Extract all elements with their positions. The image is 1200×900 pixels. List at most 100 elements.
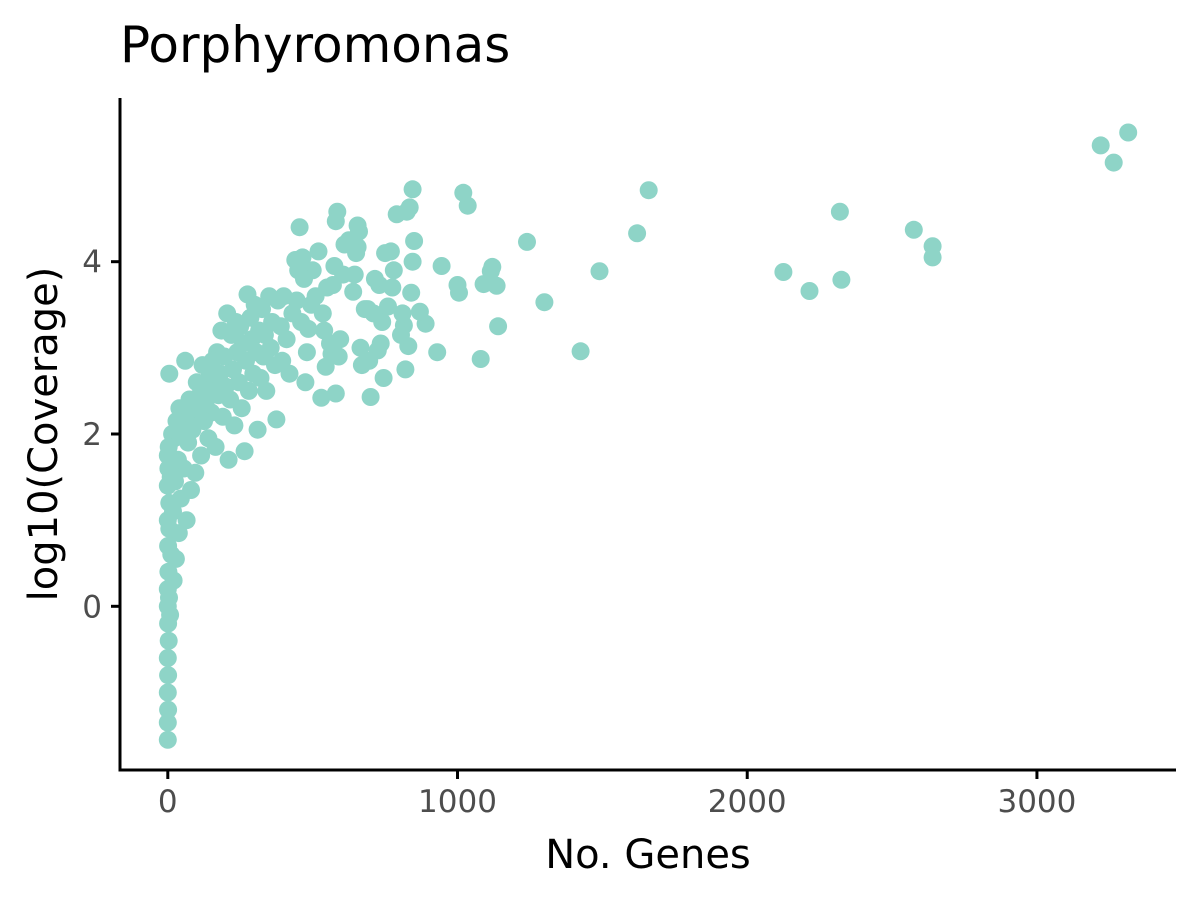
data-point [489, 317, 508, 336]
data-point [325, 257, 344, 275]
data-point [448, 276, 467, 294]
data-point [158, 683, 177, 702]
data-point [335, 235, 354, 254]
data-point [402, 283, 421, 302]
data-point [432, 257, 451, 275]
data-point [326, 212, 345, 231]
data-point [248, 420, 267, 439]
data-point [535, 293, 554, 312]
y-tick-label: 0 [82, 589, 102, 625]
data-point [403, 180, 422, 199]
data-point [454, 183, 473, 202]
data-point [316, 357, 335, 376]
data-point [219, 450, 238, 469]
data-point [159, 631, 178, 650]
data-point [290, 218, 309, 237]
data-point [376, 244, 395, 263]
x-tick-label: 2000 [708, 784, 787, 820]
data-point [218, 304, 237, 323]
data-point [192, 446, 211, 465]
data-point [410, 302, 429, 321]
data-point [286, 251, 305, 269]
data-point [297, 343, 316, 362]
data-point [474, 275, 493, 294]
data-point [904, 220, 923, 239]
y-tick-label: 4 [82, 245, 102, 281]
data-point [384, 261, 403, 280]
data-point [158, 649, 177, 667]
data-point [471, 350, 490, 368]
data-point [365, 269, 384, 288]
data-point [159, 459, 178, 478]
data-point [315, 321, 334, 340]
data-point [283, 304, 302, 323]
chart-title: Porphyromonas [120, 16, 510, 74]
data-point [159, 700, 178, 719]
data-point [312, 388, 331, 407]
data-point [396, 360, 415, 379]
data-point [159, 537, 178, 555]
data-point [393, 304, 412, 323]
x-tick-label: 0 [158, 784, 178, 820]
data-point [352, 356, 371, 375]
data-point [361, 388, 380, 406]
data-point [405, 232, 424, 250]
x-axis-title: No. Genes [545, 832, 751, 878]
data-point [158, 511, 177, 530]
data-point [160, 493, 179, 512]
data-point [176, 351, 195, 370]
data-point [590, 262, 609, 281]
data-points [158, 123, 1138, 749]
data-point [235, 442, 254, 461]
data-point [160, 364, 179, 383]
data-point [518, 232, 536, 251]
data-point [158, 730, 177, 749]
data-point [159, 614, 178, 633]
data-point [158, 713, 177, 732]
y-tick-label: 2 [82, 417, 102, 453]
data-point [387, 205, 406, 224]
data-point [355, 300, 374, 319]
data-point [212, 321, 231, 340]
data-point [1119, 123, 1138, 142]
x-axis-ticks: 0 1000 2000 3000 [158, 770, 1076, 820]
data-point [403, 252, 422, 271]
data-point [348, 216, 367, 235]
data-point [159, 562, 178, 581]
x-tick-label: 3000 [997, 784, 1076, 820]
data-point [158, 446, 177, 465]
data-point [159, 666, 178, 685]
data-point [628, 224, 647, 243]
x-tick-label: 1000 [418, 784, 497, 820]
data-point [392, 325, 410, 344]
y-axis-ticks: 0 2 4 [82, 245, 120, 625]
data-point [428, 343, 447, 362]
data-point [326, 384, 345, 403]
data-point [158, 597, 177, 616]
data-point [1104, 153, 1123, 172]
data-point [187, 373, 206, 392]
data-point [302, 295, 321, 314]
data-point [774, 263, 793, 281]
data-point [158, 476, 177, 495]
data-point [800, 282, 819, 300]
data-point [309, 242, 328, 261]
data-point [199, 429, 218, 448]
data-point [923, 248, 942, 267]
data-point [351, 338, 370, 357]
data-point [571, 342, 590, 361]
data-point [267, 410, 286, 429]
data-point [379, 297, 397, 316]
data-point [374, 369, 393, 387]
data-point [238, 285, 257, 304]
data-point [832, 270, 851, 289]
y-axis-title: log10(Coverage) [21, 267, 67, 602]
data-point [296, 373, 315, 392]
data-point [639, 181, 658, 200]
data-point [1091, 136, 1110, 155]
data-point [193, 356, 212, 375]
data-point [177, 511, 196, 530]
data-point [344, 282, 363, 301]
data-point [830, 202, 849, 221]
